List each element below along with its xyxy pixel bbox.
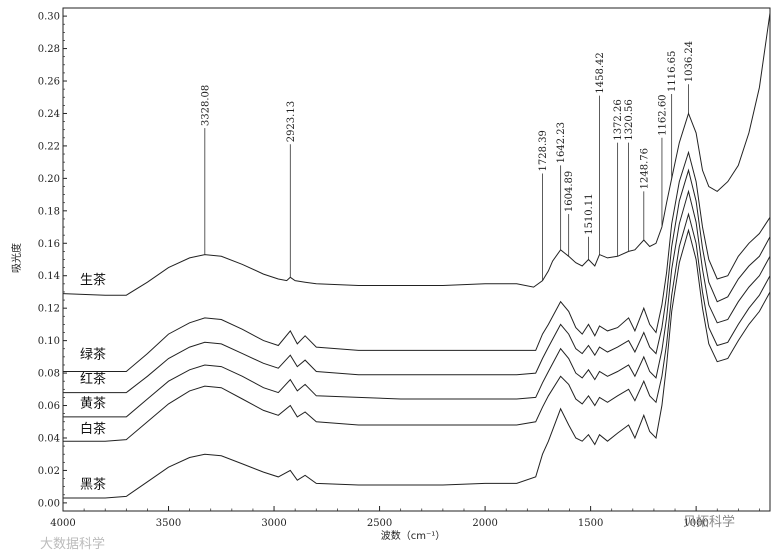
peak-label: 1036.24 — [684, 41, 695, 82]
y-tick-label: 0.28 — [38, 44, 60, 55]
peak-label: 1320.56 — [624, 99, 635, 140]
series-label: 白茶 — [80, 421, 106, 437]
y-tick-label: 0.18 — [38, 206, 60, 217]
x-axis-title: 波数（cm⁻¹） — [381, 529, 446, 542]
y-tick-label: 0.20 — [38, 174, 60, 185]
watermark-left: 大数据科学 — [40, 536, 105, 552]
series-line-5 — [63, 228, 771, 499]
y-tick-label: 0.02 — [38, 466, 60, 477]
series-line-2 — [63, 168, 771, 394]
y-tick-label: 0.00 — [38, 498, 60, 509]
y-tick-label: 0.08 — [38, 369, 60, 380]
peak-annotations: 3328.08 2923.13 1728.39 1642.23 1604.89 1510.… — [200, 41, 695, 281]
series-layer — [62, 12, 771, 499]
peak-label: 2923.13 — [286, 101, 297, 142]
peak-label: 1372.26 — [613, 99, 624, 140]
x-tick-label: 3000 — [261, 518, 286, 529]
y-tick-label: 0.22 — [38, 141, 60, 152]
series-label: 绿茶 — [80, 347, 106, 363]
peak-label: 1510.11 — [584, 193, 595, 234]
peak-label: 1728.39 — [538, 130, 549, 171]
x-tick-label: 3500 — [156, 518, 181, 529]
x-tick-label: 2000 — [472, 518, 497, 529]
peak-label: 1458.42 — [595, 52, 606, 93]
series-line-0 — [62, 12, 771, 296]
x-tick-label: 1500 — [578, 518, 603, 529]
series-line-3 — [63, 189, 771, 418]
peak-label: 1162.60 — [657, 94, 668, 135]
y-tick-label: 0.12 — [38, 304, 60, 315]
peak-label: 1642.23 — [556, 122, 567, 163]
watermark-right: 贝拓科学 — [683, 514, 735, 530]
series-label: 黄茶 — [80, 395, 106, 411]
series-label: 红茶 — [80, 371, 106, 387]
x-tick-label: 1000 — [683, 518, 708, 529]
y-tick-label: 0.30 — [38, 12, 60, 23]
series-label: 生茶 — [80, 272, 106, 288]
series-label: 黑茶 — [80, 476, 106, 492]
y-tick-label: 0.16 — [38, 239, 60, 250]
series-line-1 — [63, 150, 771, 372]
y-tick-label: 0.24 — [38, 109, 60, 120]
x-tick-label: 4000 — [50, 518, 75, 529]
peak-label: 1116.65 — [667, 51, 678, 92]
y-tick-label: 0.04 — [38, 433, 60, 444]
series-line-4 — [63, 212, 771, 442]
y-tick-label: 0.26 — [38, 77, 60, 88]
axes: 0.00 0.02 0.04 0.06 0.08 0.10 0.12 0.14 0.16 0.18… — [38, 7, 771, 529]
x-tick-label: 2500 — [367, 518, 392, 529]
y-tick-label: 0.06 — [38, 401, 60, 412]
y-tick-label: 0.10 — [38, 336, 60, 347]
y-axis-title: 吸光度 — [10, 243, 23, 273]
y-tick-label: 0.14 — [38, 271, 60, 282]
peak-label: 1248.76 — [639, 148, 650, 189]
peak-label: 1604.89 — [564, 171, 575, 212]
peak-label: 3328.08 — [200, 85, 211, 126]
